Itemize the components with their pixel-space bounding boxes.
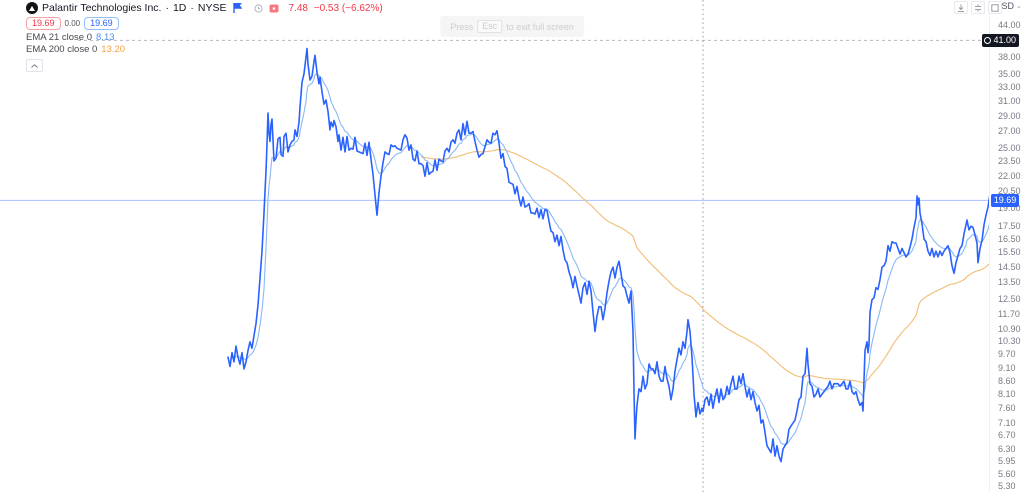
price-tick-label: 5.95: [998, 456, 1016, 467]
price-tick-label: 10.30: [998, 336, 1021, 347]
buy-button[interactable]: 19.69: [84, 17, 119, 30]
toast-text-press: Press: [450, 21, 474, 32]
price-tick-label: 5.30: [998, 481, 1016, 492]
alert-price-value: 41.00: [993, 34, 1016, 45]
last-price-value: 19.69: [993, 194, 1017, 205]
price-tick-label: 11.70: [998, 308, 1020, 319]
price-tick-label: 25.00: [998, 142, 1021, 153]
trade-buttons-row: 19.69 0.00 19.69: [26, 17, 383, 30]
alert-icon: [984, 36, 992, 44]
ema-200-line: [420, 148, 990, 384]
legend-collapse-button[interactable]: [26, 59, 43, 72]
pane-controls: [954, 1, 1002, 14]
symbol-title-row[interactable]: Palantir Technologies Inc. · 1D · NYSE 7…: [26, 2, 383, 14]
esc-keycap: Esc: [477, 20, 503, 33]
arrow-down-button[interactable]: [954, 1, 968, 14]
flag-icon[interactable]: [232, 3, 242, 13]
price-scale[interactable]: USD ⌄ 44.00 38.00 35.00 33.00 31.00 29.00 27.0…: [982, 0, 1024, 492]
interval-label[interactable]: 1D: [172, 2, 187, 14]
currency-dropdown[interactable]: USD ⌄: [995, 1, 1022, 11]
price-tick-label: 20.50: [998, 186, 1021, 197]
price-chart-canvas[interactable]: [0, 0, 990, 492]
price-tick-label: 9.10: [998, 363, 1016, 374]
market-closed-icon: [269, 4, 279, 13]
ema-21-line: [231, 73, 990, 445]
price-tick-label: 10.90: [998, 324, 1021, 334]
fullscreen-toast: Press Esc to exit full screen: [440, 16, 584, 37]
chevron-down-icon: ⌄: [1016, 3, 1022, 10]
separator-dot: ·: [190, 2, 194, 14]
separator-dot: ·: [165, 2, 169, 14]
price-tick-label: 23.50: [998, 156, 1021, 167]
price-tick-label: 9.70: [998, 349, 1016, 360]
price-tick-label: 33.00: [998, 82, 1021, 93]
price-tick-label: 29.00: [998, 110, 1021, 121]
exchange-label[interactable]: NYSE: [197, 2, 227, 14]
arrow-down-icon: [958, 4, 964, 12]
symbol-name[interactable]: Palantir Technologies Inc.: [42, 2, 162, 14]
ema21-value: 8.13: [96, 32, 115, 43]
price-tick-label: 27.00: [998, 126, 1021, 136]
price-tick-label: 44.00: [998, 19, 1021, 30]
price-tick-label: 5.60: [998, 469, 1016, 480]
currency-label: USD: [995, 1, 1015, 11]
price-tick-label: 14.50: [998, 261, 1021, 272]
close-price-line: [227, 47, 990, 463]
indicator-legend-ema21[interactable]: EMA 21 close 0 8.13: [26, 32, 383, 43]
price-tick-label: 7.10: [998, 417, 1016, 428]
price-change-group: 7.48 −0.53 (−6.62%): [289, 3, 383, 14]
maximize-icon: [991, 3, 999, 12]
symbol-legend: Palantir Technologies Inc. · 1D · NYSE 7…: [26, 2, 383, 72]
ema200-label[interactable]: EMA 200 close 0: [26, 44, 98, 55]
price-tick-label: 6.70: [998, 430, 1016, 441]
price-tick-label: 13.50: [998, 277, 1021, 288]
price-tick-label: 8.60: [998, 375, 1016, 386]
maximize-button[interactable]: [988, 1, 1002, 14]
price-tick-label: 35.00: [998, 69, 1021, 80]
auto-scale-button[interactable]: [971, 1, 985, 14]
spread-value: 0.00: [64, 19, 81, 28]
price-tick-label: 8.10: [998, 388, 1016, 399]
ema200-value: 13.20: [101, 44, 126, 55]
toast-text-rest: to exit full screen: [506, 21, 574, 32]
price-tick-label: 17.50: [998, 220, 1021, 231]
price-tick-label: 15.50: [998, 247, 1021, 258]
sell-button[interactable]: 19.69: [26, 17, 61, 30]
price-tick-label: 22.00: [998, 170, 1021, 181]
price-tick-label: 16.50: [998, 233, 1021, 244]
price-tick-label: 31.00: [998, 95, 1021, 106]
price-tick-label: 12.50: [998, 294, 1021, 305]
price-tick-label: 6.30: [998, 443, 1016, 454]
ema21-label[interactable]: EMA 21 close 0: [26, 32, 93, 43]
price-tick-label: 38.00: [998, 51, 1021, 62]
clock-icon: [253, 3, 263, 13]
price-tick-label: 19.00: [998, 202, 1021, 213]
palantir-logo: [26, 2, 38, 14]
last-close-value: 7.48: [288, 2, 308, 14]
alert-price-badge[interactable]: 41.00: [982, 33, 1019, 47]
chevron-up-icon: [31, 63, 38, 68]
last-price-badge[interactable]: 19.69: [991, 193, 1019, 207]
price-tick-label: 7.60: [998, 402, 1016, 413]
change-absolute: −0.53: [313, 2, 340, 14]
indicator-legend-ema200[interactable]: EMA 200 close 0 13.20: [26, 44, 383, 55]
change-percent: (−6.62%): [341, 2, 383, 14]
auto-scale-icon: [975, 4, 981, 11]
